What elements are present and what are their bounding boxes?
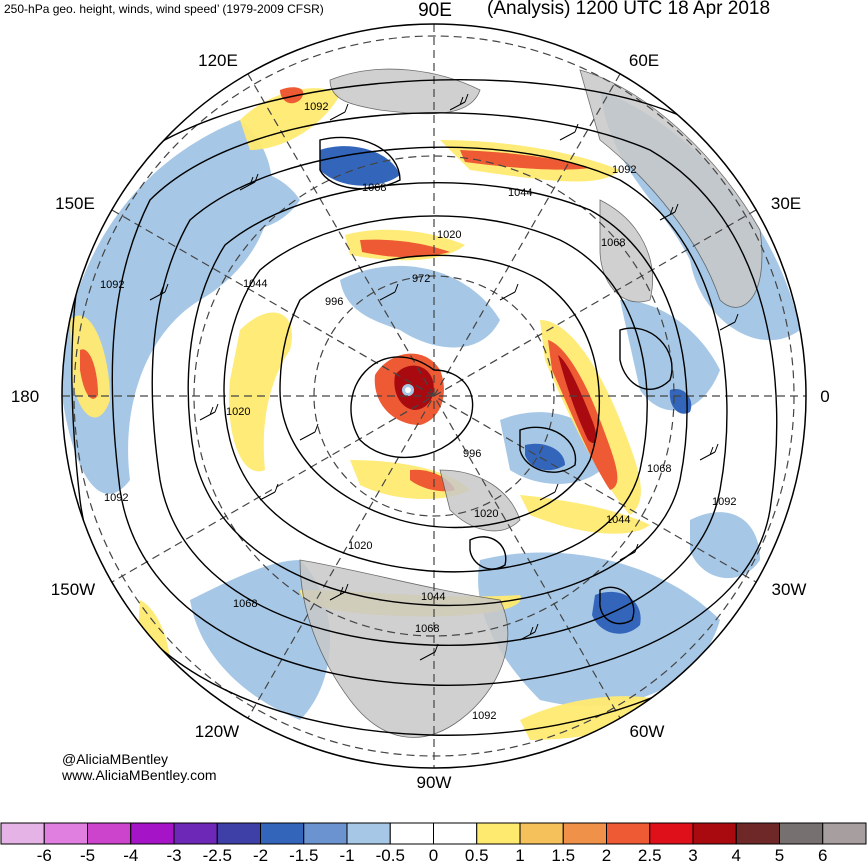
colorbar-swatch [303,822,348,845]
colorbar-swatch [735,822,780,845]
colorbar-tick-label: -0.5 [375,846,405,865]
colorbar-swatch [130,822,175,845]
colorbar-tick-label: -2.5 [202,846,232,865]
lon-label-180: 180 [10,387,40,406]
contour-label: 1068 [601,237,625,249]
colorbar-swatch [649,822,694,845]
colorbar-tick-label: 6 [818,846,828,865]
colorbar-tick-label: -1 [339,846,355,865]
colorbar [0,822,867,845]
land-masses [299,68,763,738]
lon-label-90w: 90W [416,773,452,792]
lon-label-60e: 60E [628,51,660,70]
credit-website: www.AliciaMBentley.com [62,767,217,783]
contour-label: 1068 [647,463,671,475]
colorbar-tick-label: -1.5 [289,846,319,865]
contour-label: 1092 [104,492,128,504]
lon-label-150e: 150E [55,194,95,213]
colorbar-tick-label: 1 [515,846,525,865]
credit-handle: @AliciaMBentley [62,751,169,767]
colorbar-tick-label: 1.5 [551,846,576,865]
contour-label: 1020 [437,229,461,241]
contour-label: 1020 [474,508,498,520]
colorbar-swatch [173,822,218,845]
lon-label-30w: 30W [771,580,807,599]
lon-label-30e: 30E [770,194,802,213]
contour-label: 1068 [362,182,386,194]
colorbar-tick-label: 3 [688,846,698,865]
contour-label: 1092 [304,101,328,113]
contour-label: 1044 [421,591,445,603]
contour-label: 1092 [612,164,636,176]
colorbar-swatch [0,822,45,845]
colorbar-swatch [519,822,564,845]
chart-title: (Analysis) 1200 UTC 18 Apr 2018 [487,0,771,19]
colorbar-tick-label: 0 [428,846,439,865]
polar-map: 1092 1068 1044 1020 996 972 1092 1068 10… [61,23,807,769]
contour-label: 1044 [243,278,267,290]
colorbar-tick-label: -2 [252,846,269,865]
contour-label: 996 [325,296,343,308]
contour-label: 972 [412,273,430,285]
contour-label: 1068 [415,623,439,635]
contour-label: 1044 [606,514,630,526]
colorbar-tick-label: -6 [36,846,52,865]
colorbar-tick-label: -5 [79,846,96,865]
colorbar-swatch [346,822,391,845]
colorbar-tick-label: 4 [731,846,741,865]
colorbar-tick-label: 2 [601,846,612,865]
lon-label-90e: 90E [418,0,452,21]
contour-label: 1020 [226,406,250,418]
colorbar-swatch [216,822,261,845]
colorbar-swatch [87,822,132,845]
map-border [61,23,807,769]
colorbar-tick-label: 5 [774,846,785,865]
contour-label: 1020 [348,540,372,552]
colorbar-swatch [476,822,521,845]
chart-subtitle: 250-hPa geo. height, winds, wind speed’ … [4,2,324,16]
colorbar-tick-label: -4 [123,846,139,865]
lon-label-120w: 120W [194,722,240,741]
contour-label: 1092 [712,496,736,508]
colorbar-swatch [43,822,88,845]
colorbar-swatch [779,822,824,845]
colorbar-swatch [562,822,607,845]
contour-value-labels: 1092 1068 1044 1020 996 972 1092 1068 10… [100,101,736,722]
lon-label-150w: 150W [50,580,96,599]
peak-anomaly-fill [394,355,597,444]
contour-label: 1044 [508,187,532,199]
colorbar-swatch [822,822,867,845]
colorbar-tick-label: -3 [166,846,182,865]
colorbar-swatch [389,822,434,845]
contour-label: 1092 [472,710,496,722]
colorbar-swatch [606,822,651,845]
lon-label-120e: 120E [198,51,238,70]
contour-label: 996 [463,448,481,460]
colorbar-swatch [692,822,737,845]
contour-label: 1068 [233,598,257,610]
colorbar-swatch [260,822,305,845]
contour-label: 1092 [100,279,124,291]
lon-label-0: 0 [820,387,830,406]
colorbar-tick-label: 0.5 [464,846,489,865]
wind-barbs [149,93,739,661]
lon-label-60w: 60W [629,722,665,741]
colorbar-tick-label: 2.5 [637,846,662,865]
colorbar-swatch [433,822,478,845]
